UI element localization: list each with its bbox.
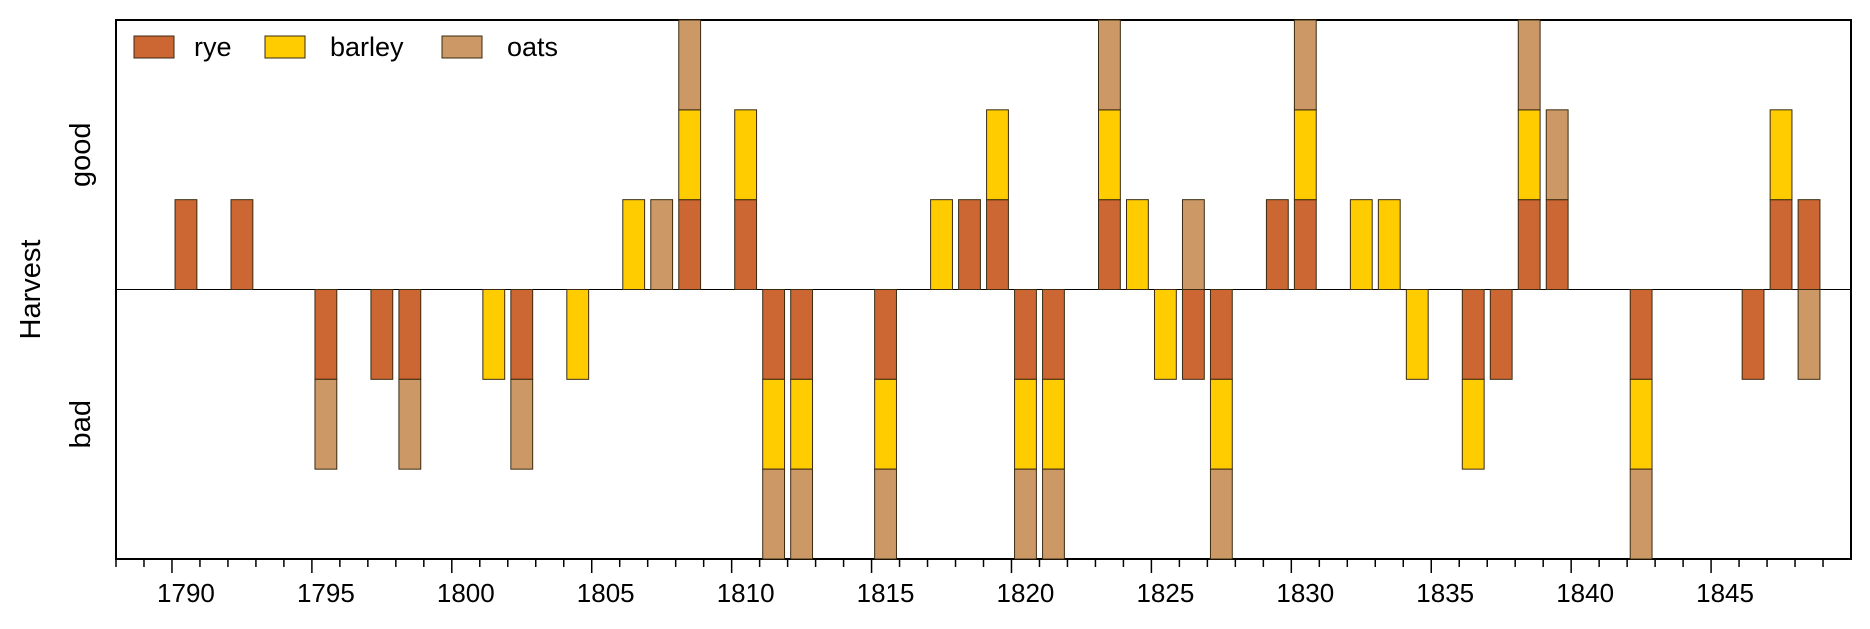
bar-barley-1804 — [566, 289, 590, 380]
x-tick-label-1820: 1820 — [997, 578, 1055, 608]
y-label-good: good — [65, 122, 97, 187]
bar-rye-1815 — [874, 289, 897, 380]
bar-barley-1833 — [1377, 199, 1401, 290]
bar-barley-1830 — [1293, 109, 1317, 201]
x-tick-label-1840: 1840 — [1556, 578, 1614, 608]
bar-barley-1820 — [1014, 378, 1037, 470]
bar-rye-1790 — [174, 199, 198, 290]
bar-rye-1836 — [1461, 289, 1485, 380]
bar-rye-1837 — [1489, 289, 1513, 380]
bar-barley-1836 — [1461, 378, 1485, 470]
bar-barley-1806 — [622, 199, 646, 290]
bar-barley-1832 — [1349, 199, 1373, 290]
legend-swatch-rye — [133, 35, 175, 59]
legend: rye barley oats — [133, 32, 558, 62]
bar-oats-1830 — [1293, 19, 1317, 111]
bar-rye-1798 — [398, 289, 422, 380]
y-axis-title: Harvest — [15, 240, 47, 340]
bar-rye-1810 — [734, 199, 758, 290]
bar-oats-1820 — [1014, 468, 1037, 560]
bar-barley-1817 — [930, 199, 953, 290]
bar-rye-1797 — [370, 289, 394, 380]
bar-barley-1824 — [1126, 199, 1149, 290]
bar-rye-1795 — [314, 289, 338, 380]
legend-swatch-barley — [264, 35, 306, 59]
bar-rye-1811 — [762, 289, 786, 380]
bar-barley-1819 — [986, 109, 1009, 201]
x-axis: 1790 1795 1800 1805 1810 1815 1820 1825 1830 1835… — [115, 559, 1824, 608]
bar-oats-1827 — [1209, 468, 1233, 560]
bar-barley-1810 — [734, 109, 758, 201]
bar-rye-1829 — [1265, 199, 1289, 290]
bar-rye-1823 — [1098, 199, 1121, 290]
y-label-bad: bad — [65, 400, 97, 448]
bar-rye-1802 — [510, 289, 534, 380]
bar-rye-1818 — [958, 199, 981, 290]
bar-oats-1802 — [510, 378, 534, 470]
bar-rye-1838 — [1517, 199, 1541, 290]
bar-oats-1839 — [1545, 109, 1569, 201]
bar-barley-1801 — [482, 289, 506, 380]
bar-rye-1830 — [1293, 199, 1317, 290]
x-tick-label-1810: 1810 — [717, 578, 775, 608]
bar-barley-1812 — [790, 378, 814, 470]
bar-rye-1827 — [1209, 289, 1233, 380]
bars-layer — [174, 19, 1821, 560]
bar-oats-1848 — [1797, 289, 1821, 380]
bar-rye-1820 — [1014, 289, 1037, 380]
bar-barley-1827 — [1209, 378, 1233, 470]
x-tick-label-1845: 1845 — [1696, 578, 1754, 608]
bar-rye-1847 — [1769, 199, 1793, 290]
bar-rye-1808 — [678, 199, 702, 290]
bar-rye-1848 — [1797, 199, 1821, 290]
bar-barley-1834 — [1405, 289, 1429, 380]
x-tick-label-1795: 1795 — [297, 578, 355, 608]
bar-rye-1842 — [1629, 289, 1653, 380]
bar-barley-1821 — [1042, 378, 1065, 470]
bar-oats-1811 — [762, 468, 786, 560]
bar-oats-1823 — [1098, 19, 1121, 111]
bar-rye-1819 — [986, 199, 1009, 290]
x-tick-label-1830: 1830 — [1276, 578, 1334, 608]
bar-rye-1812 — [790, 289, 814, 380]
bar-oats-1842 — [1629, 468, 1653, 560]
bar-barley-1815 — [874, 378, 897, 470]
x-tick-label-1790: 1790 — [157, 578, 215, 608]
x-tick-label-1815: 1815 — [857, 578, 915, 608]
x-tick-label-1825: 1825 — [1136, 578, 1194, 608]
bar-barley-1842 — [1629, 378, 1653, 470]
bar-oats-1821 — [1042, 468, 1065, 560]
bar-rye-1846 — [1741, 289, 1765, 380]
legend-label-barley: barley — [330, 32, 404, 62]
bar-rye-1839 — [1545, 199, 1569, 290]
bar-oats-1798 — [398, 378, 422, 470]
bar-barley-1823 — [1098, 109, 1121, 201]
bar-barley-1808 — [678, 109, 702, 201]
bar-rye-1792 — [230, 199, 254, 290]
bar-rye-1826 — [1181, 289, 1205, 380]
bar-rye-1821 — [1042, 289, 1065, 380]
bar-oats-1812 — [790, 468, 814, 560]
bar-oats-1826 — [1181, 199, 1205, 290]
bar-oats-1795 — [314, 378, 338, 470]
bar-oats-1807 — [650, 199, 674, 290]
x-tick-label-1800: 1800 — [437, 578, 495, 608]
bar-oats-1838 — [1517, 19, 1541, 111]
bar-oats-1808 — [678, 19, 702, 111]
legend-label-oats: oats — [507, 32, 558, 62]
bar-barley-1838 — [1517, 109, 1541, 201]
legend-swatch-oats — [441, 35, 483, 59]
bar-barley-1847 — [1769, 109, 1793, 201]
legend-label-rye: rye — [194, 32, 232, 62]
bar-barley-1811 — [762, 378, 786, 470]
x-tick-label-1835: 1835 — [1416, 578, 1474, 608]
bar-oats-1815 — [874, 468, 897, 560]
x-tick-label-1805: 1805 — [577, 578, 635, 608]
bar-barley-1825 — [1153, 289, 1177, 380]
